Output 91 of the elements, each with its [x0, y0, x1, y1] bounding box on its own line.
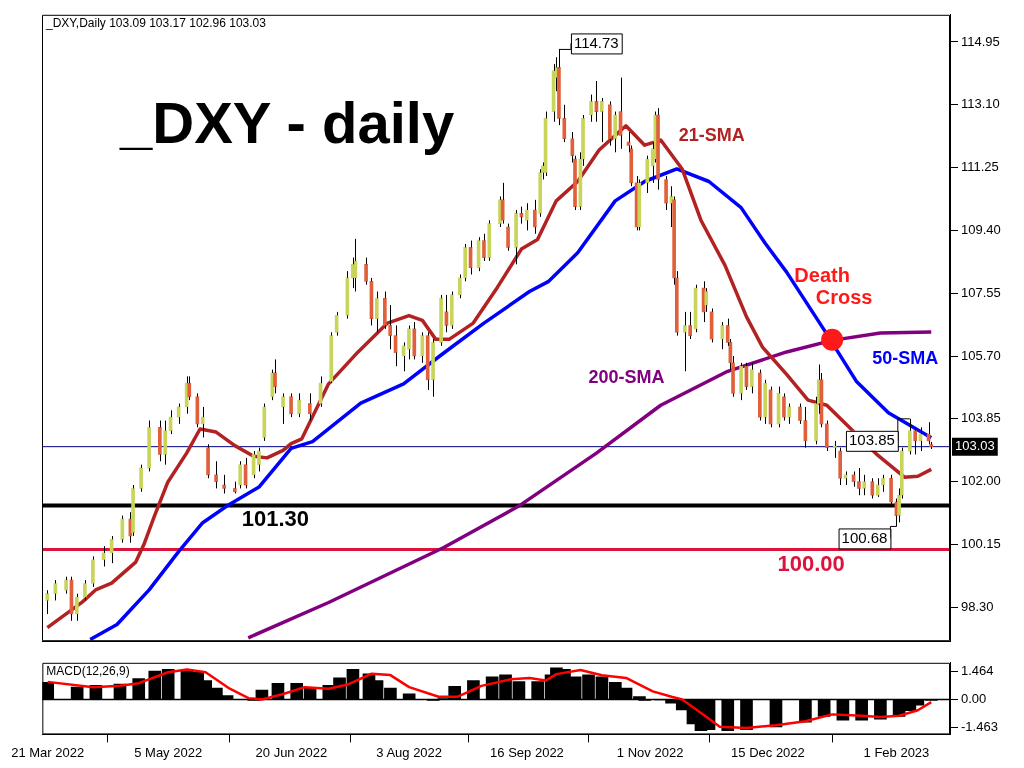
annotation: Death Cross [794, 263, 873, 308]
candlestick [739, 362, 743, 401]
candlestick [857, 467, 861, 496]
candlestick [407, 324, 411, 360]
candlestick [297, 392, 301, 418]
candlestick [683, 311, 687, 372]
annotation: 114.73 [573, 34, 619, 52]
y-tick-label: 102.00 [961, 473, 1001, 489]
candlestick [758, 369, 762, 422]
y-tick-label: 109.40 [961, 221, 1001, 237]
candlestick [688, 311, 693, 340]
candlestick [907, 418, 912, 455]
ref-line-label: 103.03 [955, 438, 995, 454]
candlestick [412, 321, 417, 360]
x-tick-label: 15 Dec 2022 [731, 744, 805, 760]
y-tick-label: 114.95 [961, 33, 1000, 49]
candlestick [637, 178, 642, 231]
candlestick [238, 460, 243, 489]
candlestick [364, 257, 368, 286]
y-tick-label: 113.10 [961, 96, 1000, 112]
y-tick-label: 0.00 [961, 691, 987, 707]
candlestick [875, 477, 880, 498]
candlestick [599, 97, 604, 143]
candlestick [608, 100, 612, 147]
candlestick [139, 464, 143, 493]
candlestick [200, 406, 205, 438]
candlestick [163, 420, 168, 466]
candlestick [281, 392, 285, 425]
text: _DXY - daily [119, 89, 455, 155]
x-tick-label: 3 Aug 2022 [376, 744, 443, 760]
candlestick [913, 426, 918, 455]
candlestick [257, 447, 261, 472]
candlestick [91, 555, 95, 588]
series-label: 21-SMA [678, 125, 745, 146]
candlestick [482, 233, 486, 262]
candlestick [147, 420, 151, 472]
candlestick [524, 202, 529, 231]
candlestick [506, 223, 510, 252]
y-tick-label: 1.464 [961, 663, 994, 679]
candlestick [273, 358, 277, 394]
candlestick [881, 474, 885, 493]
candlestick [329, 331, 334, 384]
candlestick [233, 481, 237, 495]
annotation: 100.68 [841, 529, 888, 547]
y-tick-label: 103.85 [961, 410, 1001, 426]
candlestick [222, 474, 226, 495]
candlestick [613, 111, 618, 153]
series-label: 50-SMA [872, 348, 939, 369]
x-tick-label: 5 May 2022 [134, 744, 203, 760]
candlestick [782, 392, 786, 422]
candlestick [763, 379, 768, 425]
candlestick [425, 331, 430, 391]
y-tick-label: 98.30 [961, 598, 994, 614]
candlestick [206, 443, 210, 479]
candlestick [64, 576, 68, 595]
y-tick-label: 107.55 [961, 284, 1001, 300]
candlestick [487, 219, 492, 262]
candlestick [214, 460, 218, 489]
y-tick-label: 111.25 [961, 159, 999, 175]
ref-line-label: 100.00 [777, 550, 845, 576]
y-tick-label: 105.70 [961, 347, 1001, 363]
candlestick [374, 291, 379, 333]
candlestick [289, 392, 293, 418]
x-tick-label: 21 Mar 2022 [11, 744, 85, 760]
chart-title: MACD(12,26,9) [46, 664, 130, 679]
candlestick [514, 209, 518, 265]
candlestick [838, 447, 843, 486]
candlestick [862, 474, 867, 496]
x-tick-label: 16 Sep 2022 [490, 744, 564, 760]
x-tick-label: 1 Nov 2022 [616, 744, 684, 760]
candlestick [787, 403, 792, 425]
candlestick [749, 362, 754, 394]
candlestick [870, 477, 875, 500]
candlestick [664, 175, 668, 211]
candlestick [533, 199, 537, 235]
series-label: 200-SMA [588, 367, 665, 388]
x-tick-label: 1 Feb 2023 [863, 744, 930, 760]
candlestick [449, 291, 454, 330]
y-tick-label: 100.15 [961, 536, 1001, 552]
annotation: 103.85 [848, 431, 895, 449]
candlestick [74, 593, 79, 622]
x-tick-label: 20 Jun 2022 [255, 744, 328, 760]
candlestick [439, 294, 443, 347]
candlestick [431, 338, 435, 398]
y-tick-label: -1.463 [961, 718, 998, 734]
candlestick [158, 420, 162, 462]
candlestick [262, 403, 267, 442]
chart-subtitle: _DXY,Daily 103.09 103.17 102.96 103.03 [45, 16, 267, 31]
candlestick [308, 392, 312, 422]
candlestick [589, 94, 593, 123]
ref-line-label: 101.30 [241, 506, 310, 532]
